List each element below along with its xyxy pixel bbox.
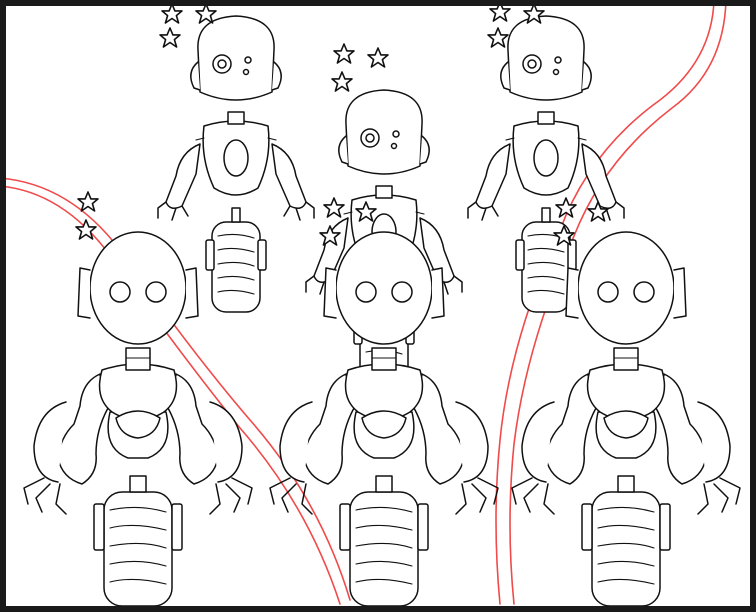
star-icon [75,219,97,240]
red-guide-line-left-b [0,185,341,605]
star-icon [77,191,99,212]
red-guide-line-left-a [0,177,351,601]
star-cluster-back-middle [331,43,389,92]
star-icon [161,3,183,24]
robot-front-middle [269,231,499,607]
star-icon [367,47,389,68]
star-icon [195,3,217,24]
star-icon [487,27,509,48]
star-icon [333,43,355,64]
star-icon [159,27,181,48]
star-icon [331,71,353,92]
star-icon [323,197,345,218]
